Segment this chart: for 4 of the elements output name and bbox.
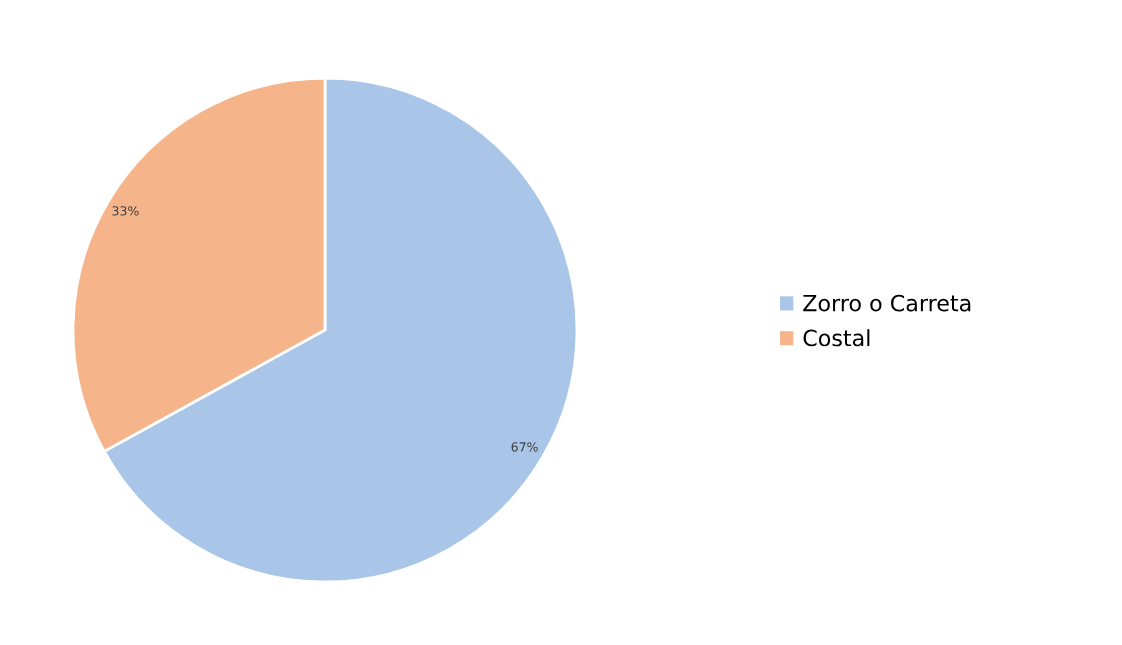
data-label: 67% [511, 442, 538, 452]
legend-label: Zorro o Carreta [803, 294, 971, 312]
data-label: 33% [112, 206, 139, 216]
legend-label: Costal [803, 329, 870, 347]
